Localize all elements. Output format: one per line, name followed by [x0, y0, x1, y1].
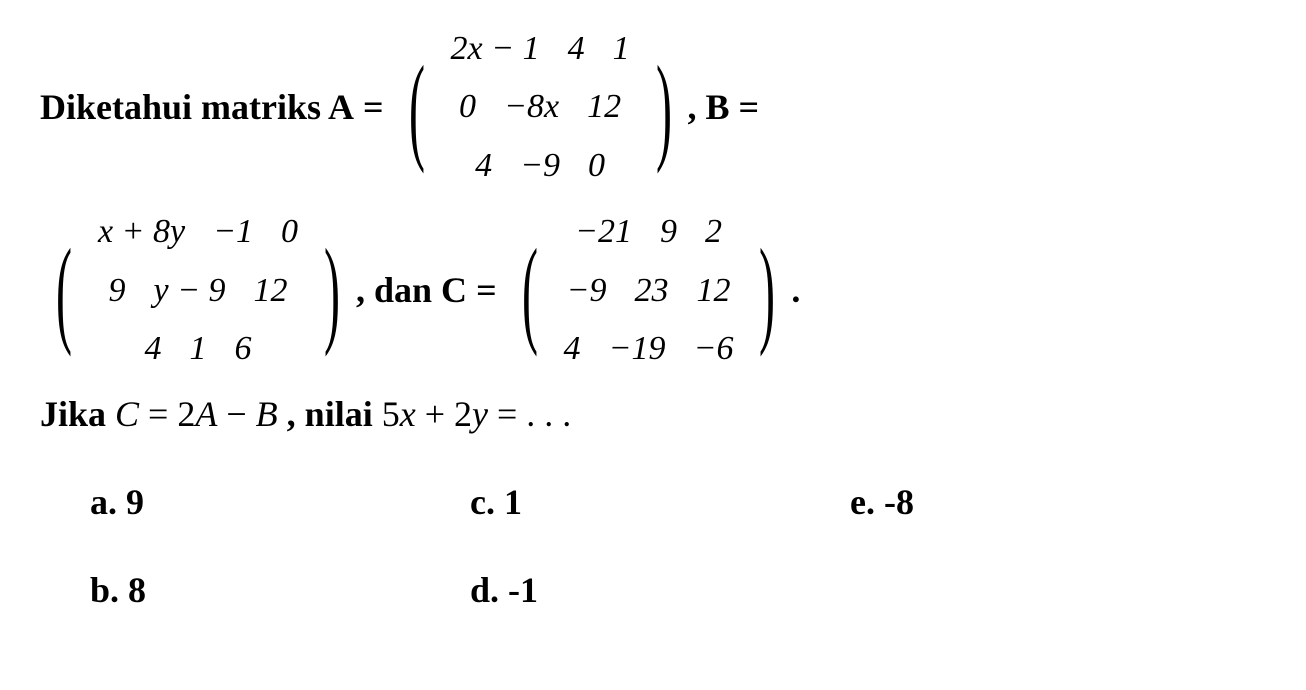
paren-left: (	[522, 240, 538, 342]
text-minus: −	[217, 386, 255, 444]
line-1: Diketahui matriks A = ( 2x − 1 4 1 0 −8x…	[40, 20, 1266, 195]
matrix-cell: 0	[445, 78, 490, 136]
text-diketahui: Diketahui matriks A	[40, 79, 354, 137]
matrix-b-body: x + 8y −1 0 9 y − 9 12 4 1 6	[84, 203, 312, 378]
math-problem: Diketahui matriks A = ( 2x − 1 4 1 0 −8x…	[40, 20, 1266, 649]
matrix-cell: 2x − 1	[437, 20, 554, 78]
option-e[interactable]: e. -8	[850, 474, 1230, 532]
matrix-cell: 12	[240, 262, 302, 320]
matrix-cell: −8x	[490, 78, 573, 136]
text-nilai: , nilai	[278, 386, 382, 444]
text-eq-2a: = 2	[139, 386, 195, 444]
matrix-cell: 23	[620, 262, 682, 320]
matrix-row: −9 23 12	[550, 262, 748, 320]
option-col-3: e. -8	[850, 474, 1230, 649]
text-dan-c: dan C	[374, 262, 467, 320]
paren-right: )	[656, 57, 672, 159]
matrix-row: 9 y − 9 12	[84, 262, 312, 320]
line-3: Jika C = 2 A − B , nilai 5 x + 2 y = . .…	[40, 386, 1266, 444]
matrix-cell: −9	[506, 137, 574, 195]
paren-left: (	[409, 57, 425, 159]
matrix-cell: 9	[94, 262, 139, 320]
matrix-row: 0 −8x 12	[437, 78, 644, 136]
matrix-cell: 0	[574, 137, 619, 195]
matrix-cell: 12	[573, 78, 635, 136]
matrix-cell: −21	[561, 203, 646, 261]
var-x: x	[400, 386, 416, 444]
line-2: ( x + 8y −1 0 9 y − 9 12 4 1 6 )	[40, 203, 1266, 378]
var-a: A	[195, 386, 217, 444]
matrix-cell: 4	[550, 320, 595, 378]
text-5: 5	[382, 386, 400, 444]
matrix-row: x + 8y −1 0	[84, 203, 312, 261]
matrix-cell: 4	[554, 20, 599, 78]
text-equals: =	[354, 79, 393, 137]
text-jika: Jika	[40, 386, 115, 444]
matrix-cell: 12	[682, 262, 744, 320]
matrix-row: 2x − 1 4 1	[437, 20, 644, 78]
matrix-cell: 4	[131, 320, 176, 378]
text-comma-dan: ,	[356, 262, 374, 320]
matrix-cell: −19	[595, 320, 680, 378]
option-col-1: a. 9 b. 8	[90, 474, 470, 649]
text-plus-2: + 2	[416, 386, 472, 444]
matrix-cell: y − 9	[139, 262, 239, 320]
paren-right: )	[324, 240, 340, 342]
matrix-cell: −9	[553, 262, 621, 320]
matrix-cell: 1	[599, 20, 644, 78]
matrix-row: −21 9 2	[550, 203, 748, 261]
matrix-cell: 2	[691, 203, 736, 261]
matrix-b: ( x + 8y −1 0 9 y − 9 12 4 1 6 )	[44, 203, 352, 378]
options-container: a. 9 b. 8 c. 1 d. -1 e. -8	[40, 474, 1266, 649]
option-col-2: c. 1 d. -1	[470, 474, 850, 649]
text-period: .	[791, 262, 800, 320]
matrix-row: 4 −19 −6	[550, 320, 748, 378]
option-c[interactable]: c. 1	[470, 474, 850, 532]
matrix-cell: 6	[221, 320, 266, 378]
text-b-equals: B =	[706, 79, 760, 137]
text-equals-c: =	[467, 262, 506, 320]
var-c: C	[115, 386, 139, 444]
matrix-a: ( 2x − 1 4 1 0 −8x 12 4 −9 0 )	[397, 20, 684, 195]
text-comma-b: ,	[688, 79, 706, 137]
paren-left: (	[56, 240, 72, 342]
matrix-cell: −1	[199, 203, 267, 261]
matrix-cell: 1	[176, 320, 221, 378]
paren-right: )	[759, 240, 775, 342]
option-d[interactable]: d. -1	[470, 562, 850, 620]
option-b[interactable]: b. 8	[90, 562, 470, 620]
matrix-row: 4 −9 0	[437, 137, 644, 195]
matrix-c: ( −21 9 2 −9 23 12 4 −19 −6 )	[510, 203, 788, 378]
var-y: y	[472, 386, 488, 444]
matrix-cell: x + 8y	[84, 203, 199, 261]
matrix-cell: 0	[267, 203, 312, 261]
matrix-row: 4 1 6	[84, 320, 312, 378]
matrix-a-body: 2x − 1 4 1 0 −8x 12 4 −9 0	[437, 20, 644, 195]
matrix-c-body: −21 9 2 −9 23 12 4 −19 −6	[550, 203, 748, 378]
var-b: B	[256, 386, 278, 444]
matrix-cell: 9	[646, 203, 691, 261]
matrix-cell: −6	[680, 320, 748, 378]
matrix-cell: 4	[461, 137, 506, 195]
option-a[interactable]: a. 9	[90, 474, 470, 532]
text-eq-dots: = . . .	[488, 386, 571, 444]
